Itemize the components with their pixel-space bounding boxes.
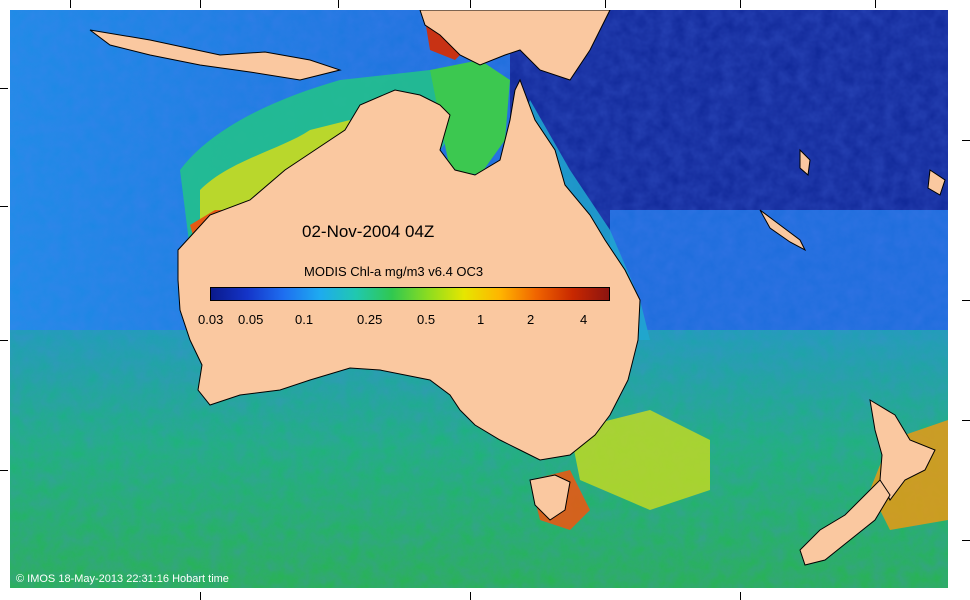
colorbar <box>210 287 610 301</box>
colorbar-label: 0.5 <box>417 312 436 327</box>
frame-tick <box>338 0 339 8</box>
frame-tick <box>875 0 876 8</box>
colorbar-label: 0.25 <box>357 312 383 327</box>
frame-tick <box>470 592 471 600</box>
timor-islands <box>89 29 342 81</box>
colorbar-label: 2 <box>527 312 535 327</box>
frame-tick <box>605 0 606 8</box>
frame-tick <box>0 470 8 471</box>
frame-tick <box>0 88 8 89</box>
vanuatu-islands <box>799 148 946 196</box>
colorbar-title: MODIS Chl-a mg/m3 v6.4 OC3 <box>304 264 484 279</box>
frame-tick <box>740 592 741 600</box>
copyright-credit: © IMOS 18-May-2013 22:31:16 Hobart time <box>16 573 229 585</box>
frame-tick <box>0 340 8 341</box>
frame-tick <box>470 0 471 8</box>
frame-tick <box>740 0 741 8</box>
frame-tick <box>962 140 970 141</box>
colorbar-label: 0.1 <box>295 312 314 327</box>
frame-tick <box>200 0 201 8</box>
map-title: 02-Nov-2004 04Z <box>302 222 435 241</box>
new-guinea <box>419 10 611 81</box>
frame-tick <box>70 0 71 8</box>
colorbar-label: 0.05 <box>238 312 264 327</box>
colorbar-label: 1 <box>477 312 485 327</box>
tasman-bloom <box>570 410 710 510</box>
frame-tick <box>200 592 201 600</box>
frame-tick <box>962 420 970 421</box>
australia-landmass <box>177 78 641 461</box>
frame-tick <box>962 300 970 301</box>
new-zealand-south <box>799 479 891 566</box>
frame-tick <box>0 206 8 207</box>
gulf-carpentaria-waters <box>430 60 510 175</box>
colorbar-label: 0.03 <box>198 312 224 327</box>
tasmania <box>529 474 571 521</box>
frame-tick <box>962 540 970 541</box>
colorbar-label: 4 <box>580 312 588 327</box>
new-zealand-north <box>869 399 936 501</box>
new-caledonia <box>759 209 807 252</box>
